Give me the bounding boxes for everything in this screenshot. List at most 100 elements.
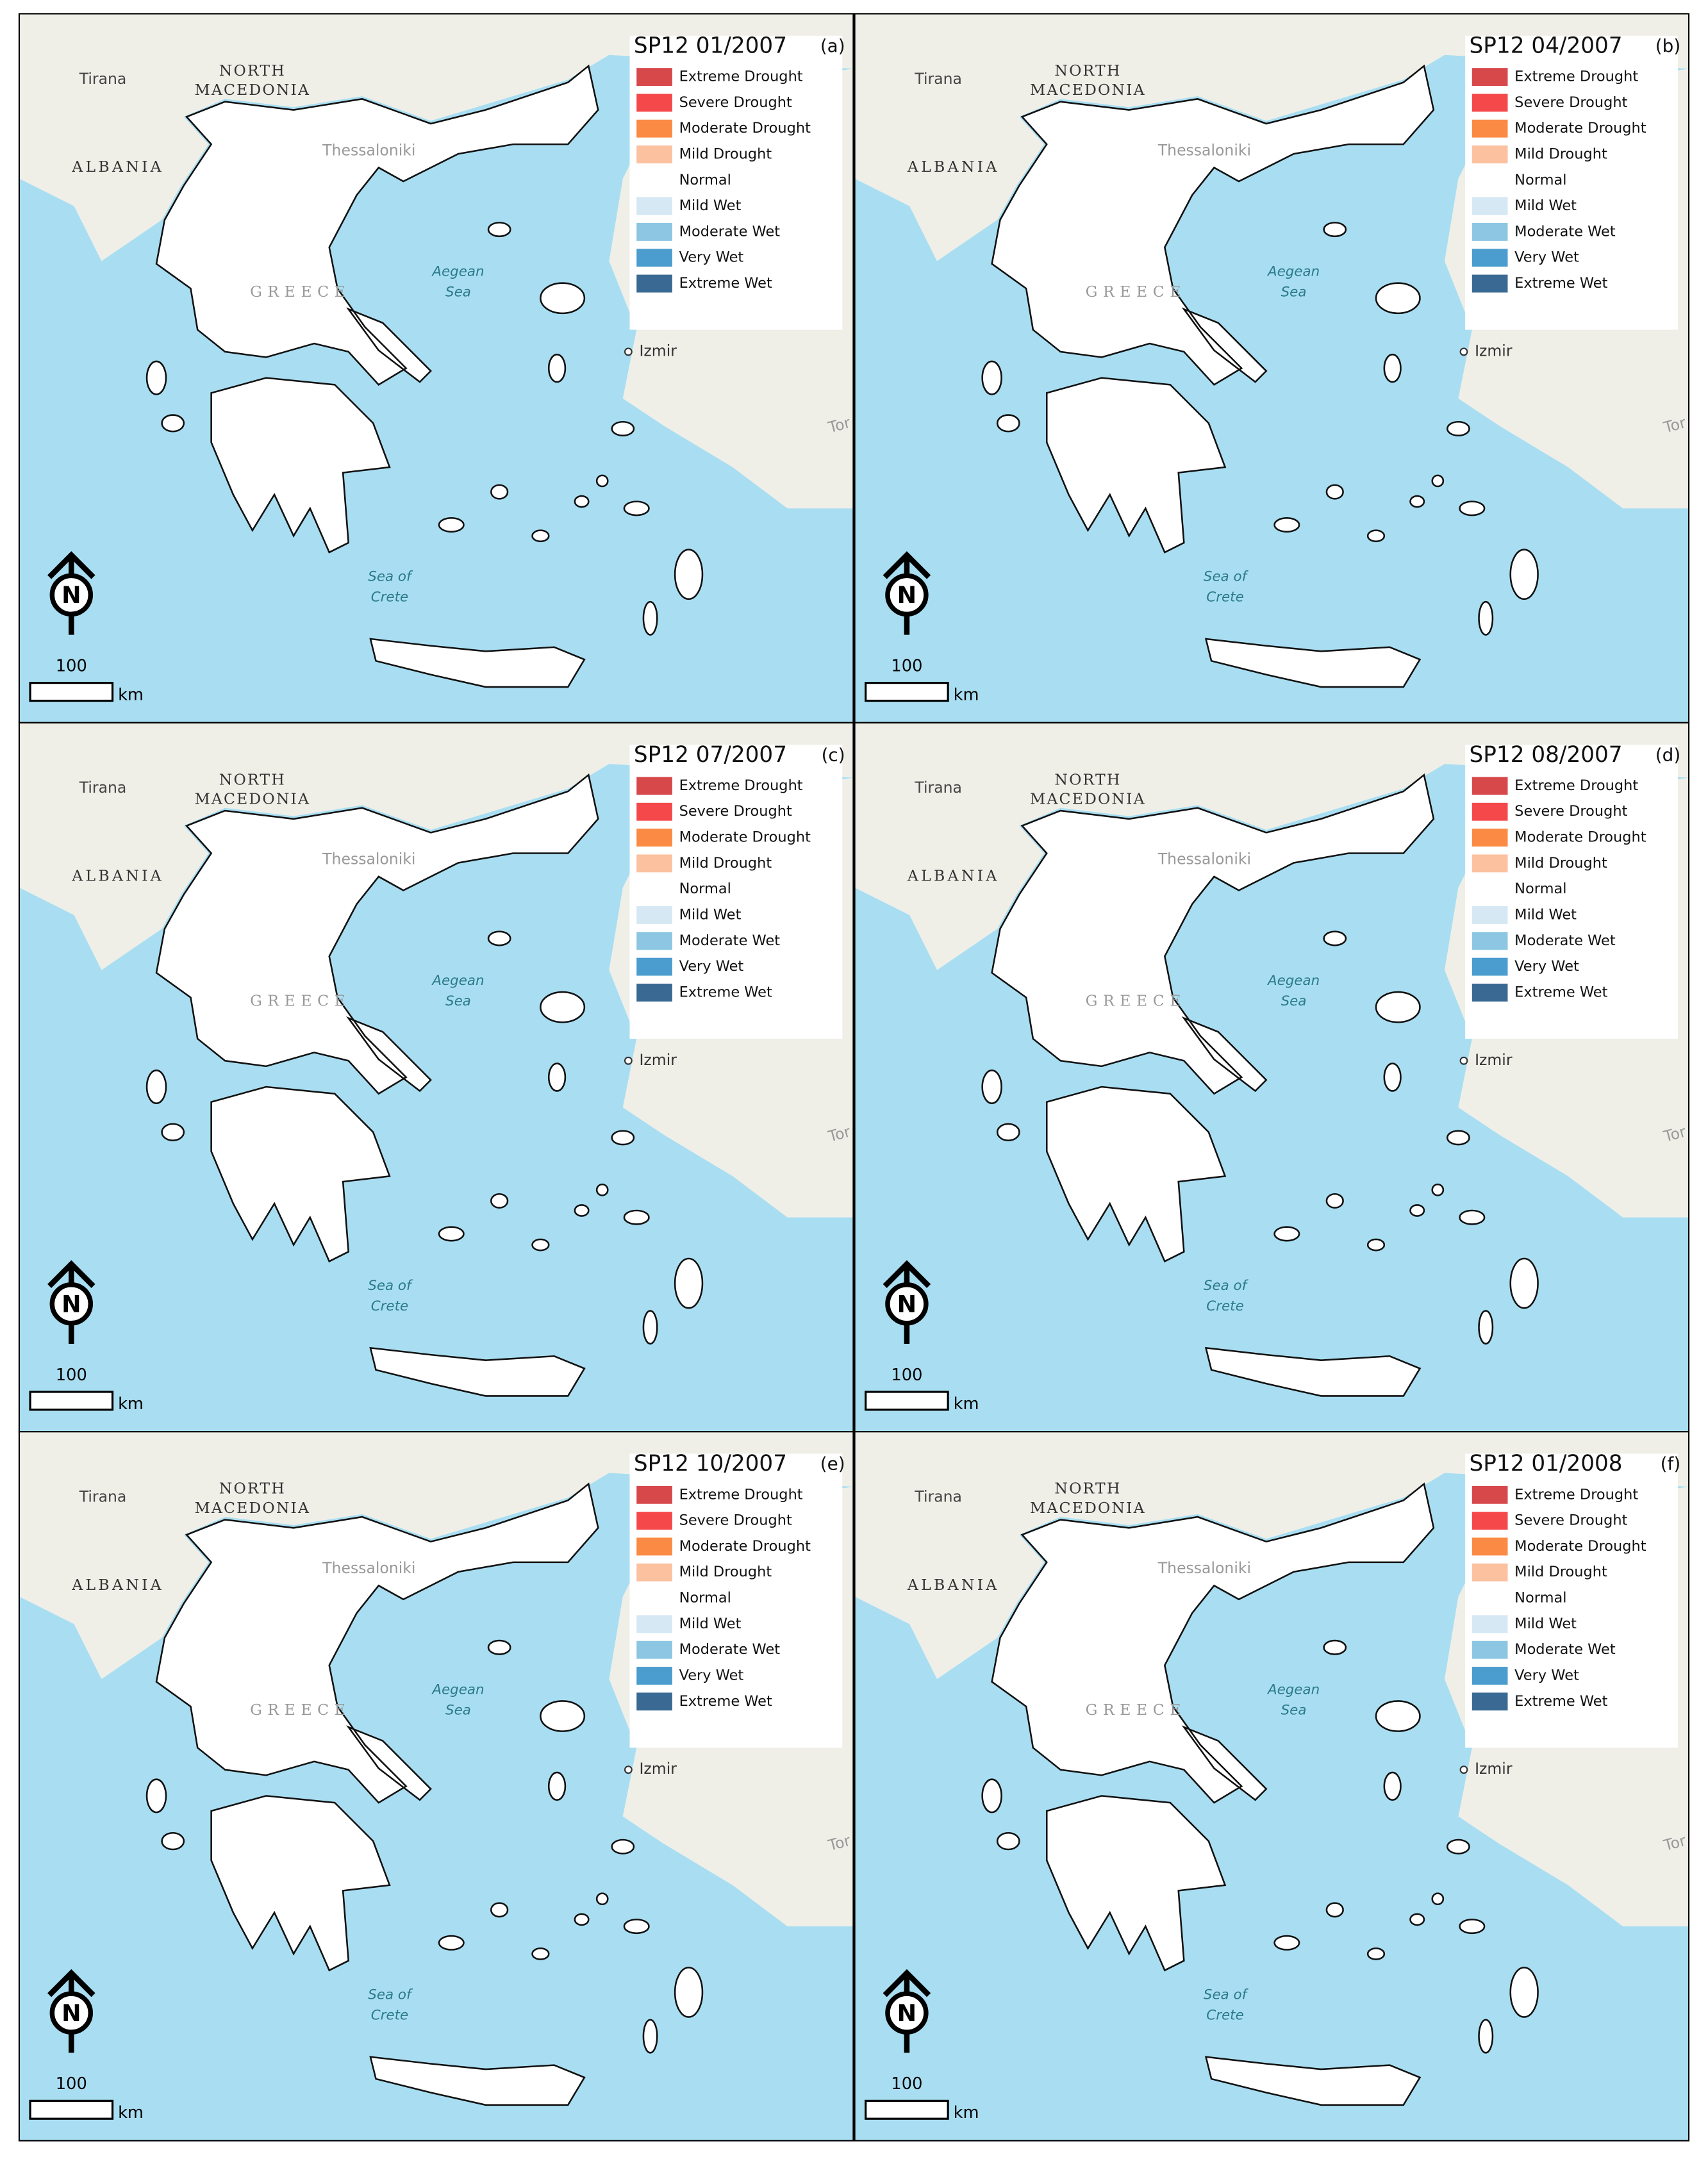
place-label: MACEDONIA: [195, 81, 311, 99]
place-label: NORTH: [219, 1480, 286, 1498]
place-label: Aegean: [1266, 973, 1320, 989]
legend-label: Moderate Drought: [1514, 1538, 1646, 1555]
legend-swatch: [1472, 1667, 1508, 1685]
place-label: Crete: [371, 590, 408, 606]
legend-label: Very Wet: [679, 1667, 744, 1683]
place-label: Sea: [1281, 1702, 1307, 1718]
legend-swatch: [636, 68, 672, 87]
panel-border: [18, 1431, 854, 2142]
map-panel: Tirana NORTHMACEDONIAALBANIAThessalonikiG…: [854, 722, 1690, 1433]
legend-swatch: [1472, 802, 1508, 821]
place-label: GREECE: [1086, 992, 1186, 1010]
legend-label: Very Wet: [1514, 958, 1579, 975]
place-label: ALBANIA: [907, 1576, 1000, 1594]
panel-border: [854, 1431, 1690, 2142]
legend-label: Extreme Drought: [679, 777, 803, 794]
place-label: Sea of: [1204, 1278, 1249, 1294]
panel-title: SP12 08/2007: [1470, 742, 1623, 768]
north-arrow: N: [883, 1260, 931, 1344]
scale-distance: 100: [891, 1366, 922, 1385]
scale-bar: [865, 2099, 949, 2120]
north-arrow: N: [883, 551, 931, 635]
place-label: Crete: [1206, 2007, 1243, 2023]
north-arrow-letter: N: [897, 581, 916, 609]
legend-swatch: [1472, 829, 1508, 847]
map-panel: Tirana NORTHMACEDONIAALBANIAThessalonikiG…: [18, 722, 854, 1433]
legend-label: Severe Drought: [679, 803, 792, 820]
legend-swatch: [1472, 171, 1508, 190]
place-label: Tirana: [79, 1488, 127, 1506]
land-north: [854, 722, 1689, 970]
map-panel: Tirana NORTHMACEDONIAALBANIAThessalonikiG…: [854, 13, 1690, 723]
place-label: MACEDONIA: [195, 789, 311, 807]
place-label: MACEDONIA: [1030, 81, 1146, 99]
city-marker: [624, 347, 633, 356]
place-label: NORTH: [1054, 62, 1121, 79]
scale-bar: [29, 682, 114, 702]
place-label: ALBANIA: [907, 866, 1000, 884]
legend-swatch: [1472, 274, 1508, 293]
panel-title: SP12 04/2007: [1470, 33, 1623, 58]
legend-label: Mild Wet: [1514, 197, 1577, 214]
place-label: ALBANIA: [71, 1576, 164, 1594]
legend-label: Moderate Drought: [1514, 120, 1646, 136]
legend-label: Normal: [679, 1590, 731, 1607]
place-label: Tirana: [914, 1488, 962, 1506]
legend-label: Extreme Wet: [679, 275, 772, 292]
panel-label: (c): [822, 744, 845, 765]
legend-swatch: [1472, 1692, 1508, 1711]
legend-label: Severe Drought: [679, 1512, 792, 1529]
legend-swatch: [636, 1667, 672, 1685]
scale-distance: 100: [56, 2074, 87, 2094]
north-arrow-letter: N: [897, 1290, 916, 1318]
place-label: Tirana: [79, 70, 127, 88]
place-label: GREECE: [250, 1701, 351, 1719]
scale-distance: 100: [56, 1366, 87, 1385]
legend-swatch: [636, 249, 672, 267]
place-label: Sea: [1281, 993, 1307, 1009]
legend-swatch: [636, 932, 672, 950]
legend-swatch: [1472, 1615, 1508, 1633]
scale-bar: [29, 2099, 114, 2120]
legend-swatch: [636, 145, 672, 163]
scale-unit: km: [118, 685, 144, 704]
place-label: Crete: [371, 2007, 408, 2023]
land-north: [19, 1432, 854, 1680]
city-marker: [1459, 347, 1468, 356]
place-label: NORTH: [1054, 1480, 1121, 1498]
city-marker: [624, 1765, 633, 1774]
legend-swatch: [1472, 1485, 1508, 1504]
place-label: GREECE: [1086, 1701, 1186, 1719]
legend-swatch: [636, 1563, 672, 1582]
legend-label: Moderate Drought: [679, 829, 811, 846]
north-arrow-ring: [885, 573, 929, 617]
place-label: Tirana: [914, 779, 962, 797]
legend-label: Moderate Wet: [679, 1641, 781, 1658]
legend-swatch: [636, 1589, 672, 1607]
city-marker: [1459, 1765, 1468, 1774]
map-panel: Tirana NORTHMACEDONIAALBANIAThessalonikiG…: [18, 13, 854, 723]
legend-swatch: [636, 1485, 672, 1504]
place-label: Aegean: [1266, 264, 1320, 280]
scale-bar: [29, 1391, 114, 1411]
legend-label: Extreme Wet: [1514, 1693, 1607, 1710]
north-arrow-ring: [885, 1282, 929, 1326]
place-label: Crete: [1206, 590, 1243, 606]
place-label: Sea of: [368, 1987, 413, 2003]
scale-unit: km: [954, 685, 979, 704]
legend-swatch: [636, 1692, 672, 1711]
legend-label: Very Wet: [1514, 1667, 1579, 1683]
legend-label: Mild Wet: [679, 1616, 742, 1632]
legend-label: Severe Drought: [679, 94, 792, 111]
map-panel: Tirana NORTHMACEDONIAALBANIAThessalonikiG…: [854, 1431, 1690, 2142]
legend-label: Moderate Wet: [679, 932, 781, 949]
legend-label: Normal: [1514, 880, 1566, 897]
place-label: Thessaloniki: [1157, 1559, 1251, 1577]
legend-swatch: [1472, 1563, 1508, 1582]
place-label: Aegean: [431, 264, 484, 280]
legend-swatch: [636, 957, 672, 976]
legend-label: Severe Drought: [1514, 94, 1627, 111]
